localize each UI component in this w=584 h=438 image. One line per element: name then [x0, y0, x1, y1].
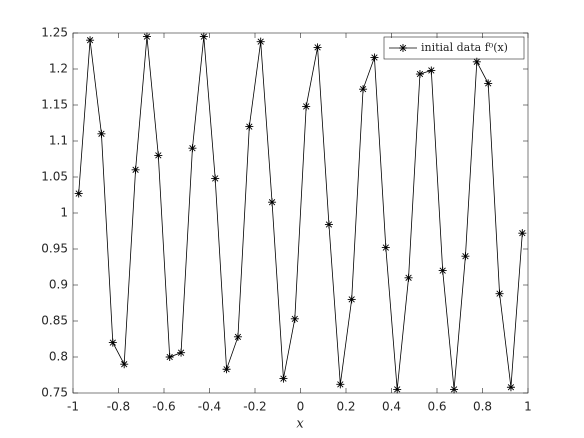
- y-tick-label: 1.15: [41, 98, 68, 112]
- y-tick-label: 0.85: [41, 314, 68, 328]
- marker: [313, 43, 322, 52]
- y-tick-label: 0.95: [41, 242, 68, 256]
- marker: [415, 70, 424, 79]
- marker: [302, 102, 311, 111]
- marker: [222, 365, 231, 374]
- y-tick-label: 0.8: [49, 350, 68, 364]
- marker: [359, 85, 368, 94]
- marker: [404, 273, 413, 282]
- marker: [518, 229, 527, 238]
- marker: [177, 348, 186, 357]
- legend-marker: [399, 44, 407, 52]
- marker: [199, 32, 208, 41]
- marker: [324, 220, 333, 229]
- marker: [188, 144, 197, 153]
- marker: [97, 129, 106, 138]
- marker: [450, 385, 459, 394]
- x-tick-label: 0: [297, 400, 305, 414]
- x-tick-label: 0.2: [336, 400, 355, 414]
- marker: [290, 314, 299, 323]
- y-tick-label: 0.9: [49, 278, 68, 292]
- marker: [472, 57, 481, 66]
- marker: [279, 374, 288, 383]
- y-tick-label: 1.2: [49, 62, 68, 76]
- marker: [336, 380, 345, 389]
- legend-label: initial data f⁰(x): [421, 41, 508, 54]
- marker: [427, 66, 436, 75]
- marker: [233, 332, 242, 341]
- series-line: [78, 36, 523, 390]
- x-tick-label: -0.8: [107, 400, 130, 414]
- marker: [461, 252, 470, 261]
- y-tick-label: 1.25: [41, 26, 68, 40]
- x-tick-label: -0.4: [198, 400, 221, 414]
- marker: [256, 37, 265, 46]
- marker: [165, 353, 174, 361]
- marker: [506, 383, 515, 392]
- x-tick-label: -0.2: [243, 400, 266, 414]
- x-tick-label: 0.4: [382, 400, 401, 414]
- marker: [74, 189, 83, 198]
- legend-box: [383, 36, 525, 60]
- x-tick-label: 0.6: [427, 400, 446, 414]
- x-axis-label: x: [296, 417, 304, 432]
- x-tick-label: 0.8: [473, 400, 492, 414]
- x-tick-label: -0.6: [152, 400, 175, 414]
- marker: [495, 289, 504, 298]
- marker: [86, 36, 95, 45]
- marker: [347, 295, 356, 304]
- marker: [393, 385, 402, 394]
- marker: [131, 165, 140, 174]
- y-tick-label: 1.05: [41, 170, 68, 184]
- marker: [381, 243, 390, 252]
- marker: [108, 338, 117, 347]
- x-tick-label: -1: [67, 400, 79, 414]
- marker: [120, 360, 129, 369]
- marker: [484, 79, 493, 88]
- marker: [245, 122, 254, 131]
- y-tick-label: 1: [60, 206, 68, 220]
- marker: [370, 53, 379, 62]
- marker: [154, 151, 163, 160]
- marker: [211, 174, 220, 183]
- y-tick-label: 0.75: [41, 386, 68, 400]
- marker: [142, 32, 151, 41]
- y-tick-label: 1.1: [49, 134, 68, 148]
- marker: [268, 198, 277, 207]
- x-tick-label: 1: [524, 400, 532, 414]
- marker: [438, 266, 447, 275]
